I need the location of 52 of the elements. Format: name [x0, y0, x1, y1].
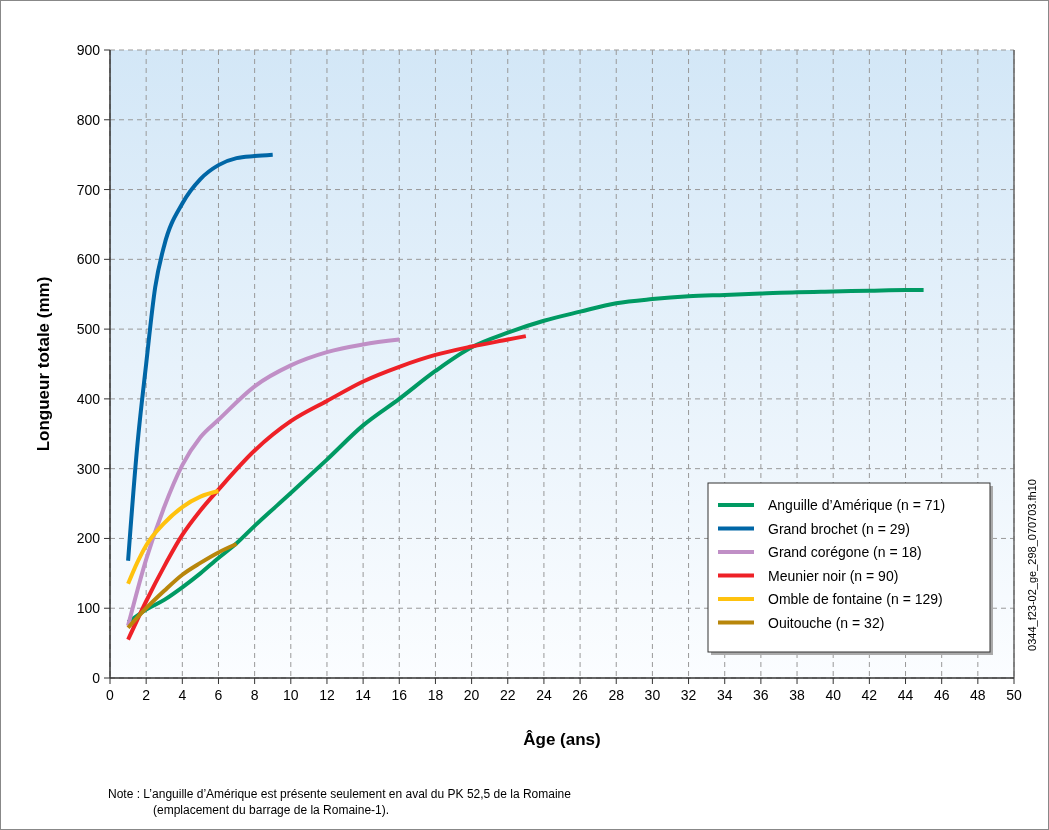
- x-tick-label: 6: [214, 687, 223, 703]
- x-tick-label: 24: [536, 687, 552, 703]
- x-tick-label: 26: [572, 687, 589, 703]
- line-series: [126, 542, 239, 630]
- legend-label: Omble de fontaine (n = 129): [768, 591, 943, 607]
- y-tick-label: 900: [76, 42, 101, 58]
- legend-label: Anguille d’Amérique (n = 71): [768, 497, 946, 513]
- line-series: [126, 337, 402, 628]
- x-tick-label: 48: [970, 687, 986, 703]
- text: (emplacement du barrage de la Romaine-1).: [153, 803, 390, 817]
- x-tick-label: 36: [753, 687, 769, 703]
- y-tick-label: 300: [76, 460, 101, 477]
- line-series: [126, 489, 221, 586]
- x-tick-label: 38: [789, 687, 806, 703]
- x-tick-label: 0: [106, 687, 115, 703]
- y-tick-label: 700: [76, 181, 101, 198]
- legend-label: Grand brochet (n = 29): [768, 520, 911, 537]
- y-tick-label: 800: [76, 111, 101, 128]
- x-axis-title: Âge (ans): [523, 730, 601, 749]
- x-tick-label: 16: [391, 687, 408, 703]
- y-tick-label: 600: [76, 251, 101, 268]
- y-tick-label: 500: [76, 321, 101, 338]
- x-tick-label: 46: [933, 687, 950, 703]
- legend-label: Meunier noir (n = 90): [768, 567, 899, 584]
- legend-label: Grand corégone (n = 18): [768, 544, 922, 560]
- x-tick-label: 20: [463, 687, 480, 703]
- x-tick-label: 22: [499, 687, 516, 703]
- line-series: [126, 334, 528, 642]
- x-tick-label: 44: [897, 687, 914, 703]
- y-tick-label: 200: [76, 530, 101, 547]
- y-tick-label: 0: [92, 670, 101, 686]
- x-tick-label: 12: [319, 687, 335, 703]
- x-tick-label: 8: [250, 687, 259, 703]
- x-tick-label: 50: [1006, 687, 1022, 703]
- x-tick-label: 28: [608, 687, 625, 703]
- x-tick-label: 18: [427, 687, 444, 703]
- x-tick-label: 30: [644, 687, 661, 703]
- x-tick-label: 32: [680, 687, 697, 703]
- x-tick-label: 34: [716, 687, 733, 703]
- x-tick-label: 42: [861, 687, 878, 703]
- text: 0344_f23-02_ge_298_070703.fh10: [1026, 479, 1038, 651]
- x-tick-label: 14: [355, 687, 372, 703]
- x-tick-label: 10: [283, 687, 299, 703]
- text: Note : L’anguille d’Amérique est présente seulement en aval du PK 52,5 de la Romaine: [108, 787, 572, 801]
- line-series: [126, 152, 275, 563]
- y-axis-title: Longueur totale (mm): [34, 276, 53, 452]
- x-tick-label: 2: [142, 687, 151, 703]
- x-tick-label: 4: [178, 687, 187, 703]
- legend-label: Ouitouche (n = 32): [768, 614, 885, 631]
- y-tick-label: 400: [76, 390, 101, 407]
- y-tick-label: 100: [76, 600, 101, 617]
- x-tick-label: 40: [825, 687, 842, 703]
